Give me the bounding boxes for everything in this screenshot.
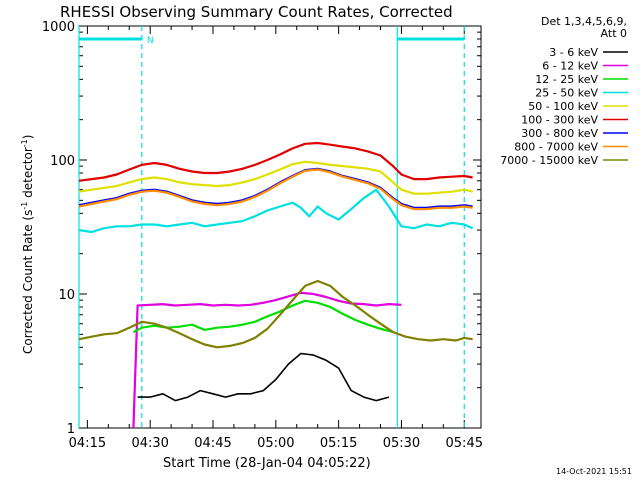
- legend-label: 50 - 100 keV: [528, 100, 598, 113]
- x-tick-label: 04:30: [131, 436, 168, 451]
- legend-label: 25 - 50 keV: [535, 87, 598, 100]
- y-tick-label: 1000: [42, 20, 75, 35]
- legend-label: 7000 - 15000 keV: [500, 154, 598, 167]
- x-tick-label: 05:15: [320, 436, 357, 451]
- x-tick-label: 04:45: [194, 436, 231, 451]
- series-line-9: [78, 279, 473, 349]
- legend-label: 3 - 6 keV: [549, 46, 598, 59]
- legend-label: 12 - 25 keV: [535, 73, 598, 86]
- series-line-8: [78, 168, 473, 211]
- legend-label: 100 - 300 keV: [521, 114, 598, 127]
- plot-axes: 1 10 100 1000 04:15 04:30 04:45 05:00 05:15 05:30…: [42, 20, 483, 451]
- chart-title: RHESSI Observing Summary Count Rates, Co…: [60, 3, 453, 21]
- series-line-2: [132, 291, 402, 429]
- x-tick-label: 05:45: [446, 436, 483, 451]
- legend-header: Det 1,3,4,5,6,9,: [541, 15, 627, 28]
- series-line-7: [78, 167, 473, 209]
- series-line-6: [78, 141, 473, 182]
- night-label: N: [147, 36, 154, 46]
- legend-label: 300 - 800 keV: [521, 127, 598, 140]
- series-line-3: [132, 299, 394, 334]
- legend-label: 800 - 7000 keV: [514, 141, 598, 154]
- y-axis-label: Corrected Count Rate (s-1 detector-1): [20, 135, 35, 354]
- y-tick-label: 1: [67, 422, 75, 437]
- x-tick-label: 05:00: [257, 436, 294, 451]
- footer-timestamp: 14-Oct-2021 15:51: [556, 467, 632, 476]
- legend-header: Att 0: [601, 27, 627, 40]
- y-tick-label: 100: [50, 154, 75, 169]
- series-line-4: [78, 188, 474, 234]
- y-tick-label: 10: [58, 288, 75, 303]
- legend-label: 6 - 12 keV: [542, 60, 598, 73]
- series-line-5: [78, 160, 473, 195]
- series-group: [78, 141, 474, 429]
- x-axis-label: Start Time (28-Jan-04 04:05:22): [163, 456, 371, 471]
- series-line-1: [137, 352, 390, 402]
- x-tick-label: 04:15: [69, 436, 106, 451]
- x-tick-label: 05:30: [383, 436, 420, 451]
- orbit-markers: N: [78, 26, 465, 428]
